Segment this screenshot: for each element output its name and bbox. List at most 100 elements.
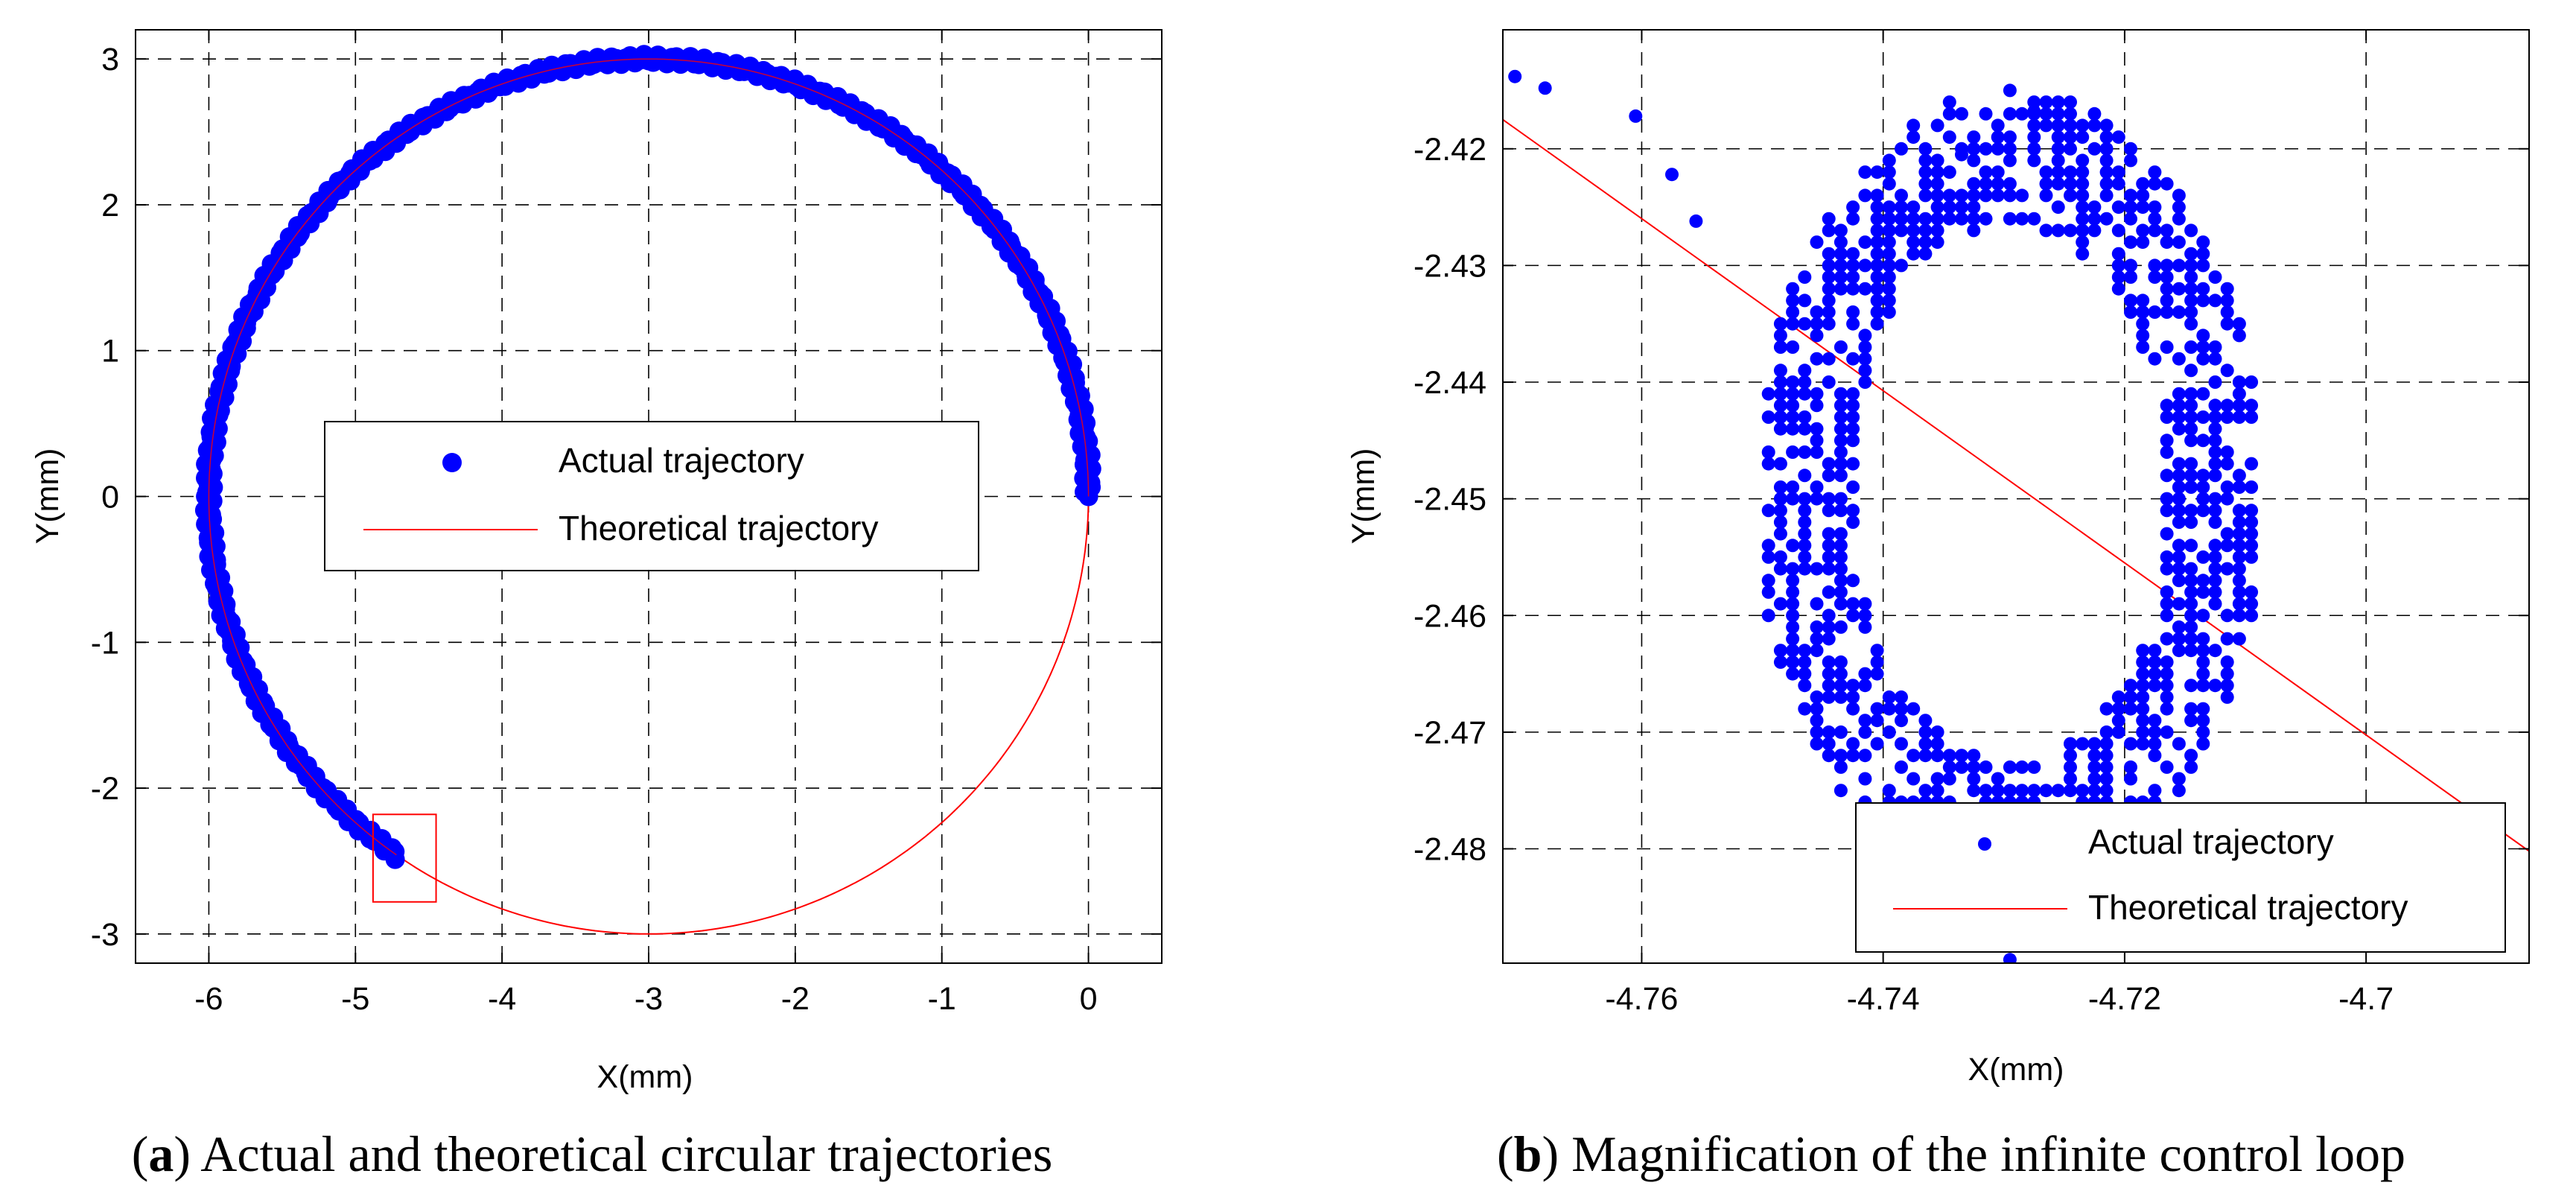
actual-point-b bbox=[1786, 445, 1800, 459]
actual-point-b bbox=[1822, 690, 1836, 704]
actual-point-b bbox=[1834, 340, 1848, 354]
actual-point-b bbox=[2148, 655, 2162, 669]
actual-point-b bbox=[1858, 352, 1872, 366]
actual-point-b bbox=[1882, 223, 1896, 238]
actual-point-b bbox=[2136, 328, 2150, 343]
actual-point-b bbox=[2184, 609, 2198, 623]
actual-point-b bbox=[1918, 749, 1933, 763]
actual-point-b bbox=[2232, 387, 2246, 401]
actual-point-b bbox=[1930, 772, 1944, 786]
actual-point-b bbox=[1761, 574, 1775, 588]
x-axis-label-a: X(mm) bbox=[597, 1059, 693, 1095]
x-tick-label-a: -6 bbox=[194, 981, 223, 1017]
actual-point-b bbox=[1834, 690, 1848, 704]
actual-point-b bbox=[1822, 258, 1836, 273]
actual-point-b bbox=[1822, 620, 1836, 634]
actual-point-b bbox=[1955, 188, 1968, 203]
actual-point-b bbox=[2184, 679, 2198, 693]
actual-point-b bbox=[1930, 212, 1944, 226]
actual-point-b bbox=[1773, 480, 1787, 494]
actual-point-b bbox=[1846, 679, 1860, 693]
actual-point-b bbox=[1822, 352, 1836, 366]
actual-point-b bbox=[2027, 153, 2041, 168]
actual-point-b bbox=[2232, 527, 2246, 541]
actual-point-b bbox=[1942, 212, 1956, 226]
actual-point-b bbox=[2184, 457, 2198, 471]
actual-point-b bbox=[2160, 410, 2174, 424]
caption-letter-b: b bbox=[1514, 1126, 1542, 1182]
actual-point-b bbox=[1773, 387, 1787, 401]
actual-point-b bbox=[1846, 399, 1860, 413]
actual-point-b bbox=[1895, 702, 1908, 716]
actual-point-b bbox=[1773, 340, 1787, 354]
actual-point-b bbox=[2160, 445, 2174, 459]
actual-point-b bbox=[2015, 212, 2029, 226]
x-tick-label-b: -4.76 bbox=[1605, 981, 1678, 1017]
actual-point-b bbox=[1955, 749, 1968, 763]
actual-point-b bbox=[1918, 212, 1933, 226]
actual-point-b bbox=[1942, 95, 1956, 109]
actual-point-b bbox=[1858, 188, 1872, 203]
actual-point-b bbox=[1991, 784, 2005, 798]
actual-point-b bbox=[2208, 469, 2222, 483]
actual-point-b bbox=[2064, 130, 2077, 145]
actual-point-b bbox=[2039, 95, 2053, 109]
actual-point-b bbox=[2111, 282, 2125, 296]
actual-point-b bbox=[1846, 690, 1860, 704]
actual-point-b bbox=[2111, 247, 2125, 261]
actual-point-b bbox=[2160, 305, 2174, 319]
actual-point-b bbox=[2184, 305, 2198, 319]
actual-point-b bbox=[1967, 749, 1981, 763]
legend-box-b bbox=[1855, 802, 2506, 953]
actual-point-b bbox=[2003, 142, 2017, 156]
actual-point-b bbox=[2136, 725, 2150, 739]
actual-point-b bbox=[1895, 690, 1908, 704]
actual-point-b bbox=[2148, 749, 2162, 763]
actual-point-b bbox=[1761, 609, 1775, 623]
y-tick-label-b: -2.47 bbox=[1413, 715, 1486, 751]
actual-point-b bbox=[1846, 737, 1860, 751]
actual-point-b bbox=[2064, 142, 2077, 156]
actual-point-b bbox=[1967, 142, 1981, 156]
actual-point-b bbox=[1967, 772, 1981, 786]
actual-point-b bbox=[1773, 550, 1787, 564]
actual-point-b bbox=[2051, 223, 2065, 238]
actual-point-b bbox=[1882, 270, 1896, 284]
actual-point-b bbox=[1895, 760, 1908, 774]
actual-point-b bbox=[2196, 737, 2210, 751]
actual-point-b bbox=[2148, 784, 2162, 798]
actual-point-b bbox=[1906, 200, 1921, 215]
caption-letter-a: a bbox=[148, 1126, 174, 1182]
actual-point-b bbox=[1798, 492, 1812, 506]
actual-point-b bbox=[1918, 737, 1933, 751]
actual-point-b bbox=[2124, 679, 2137, 693]
actual-point-b bbox=[1761, 539, 1775, 553]
actual-point-b bbox=[2172, 305, 2186, 319]
actual-point-b bbox=[1918, 188, 1933, 203]
zoom-box-annotation bbox=[372, 813, 437, 903]
actual-point-b bbox=[2039, 165, 2053, 180]
actual-point-b bbox=[2172, 737, 2186, 751]
actual-point-b bbox=[1834, 270, 1848, 284]
actual-point-b bbox=[2160, 562, 2174, 576]
actual-point-b bbox=[1798, 317, 1812, 331]
actual-point-b bbox=[2136, 317, 2150, 331]
actual-point-b bbox=[2003, 784, 2017, 798]
actual-point-b bbox=[1991, 188, 2005, 203]
actual-point-b bbox=[2184, 702, 2198, 716]
actual-point-b bbox=[2245, 457, 2259, 471]
actual-point-b bbox=[2208, 562, 2222, 576]
actual-point-b bbox=[1846, 410, 1860, 424]
actual-point-b bbox=[1870, 317, 1884, 331]
actual-point-b bbox=[1846, 609, 1860, 623]
actual-point-b bbox=[1942, 200, 1956, 215]
actual-point-b bbox=[1930, 725, 1944, 739]
actual-point-b bbox=[1870, 714, 1884, 728]
actual-point-b bbox=[1834, 410, 1848, 424]
actual-point-b bbox=[2172, 620, 2186, 634]
actual-point-b bbox=[2172, 597, 2186, 611]
actual-point-b bbox=[2184, 539, 2198, 553]
actual-point-b bbox=[2184, 340, 2198, 354]
actual-point-b bbox=[2124, 702, 2137, 716]
actual-point-b bbox=[2172, 515, 2186, 529]
